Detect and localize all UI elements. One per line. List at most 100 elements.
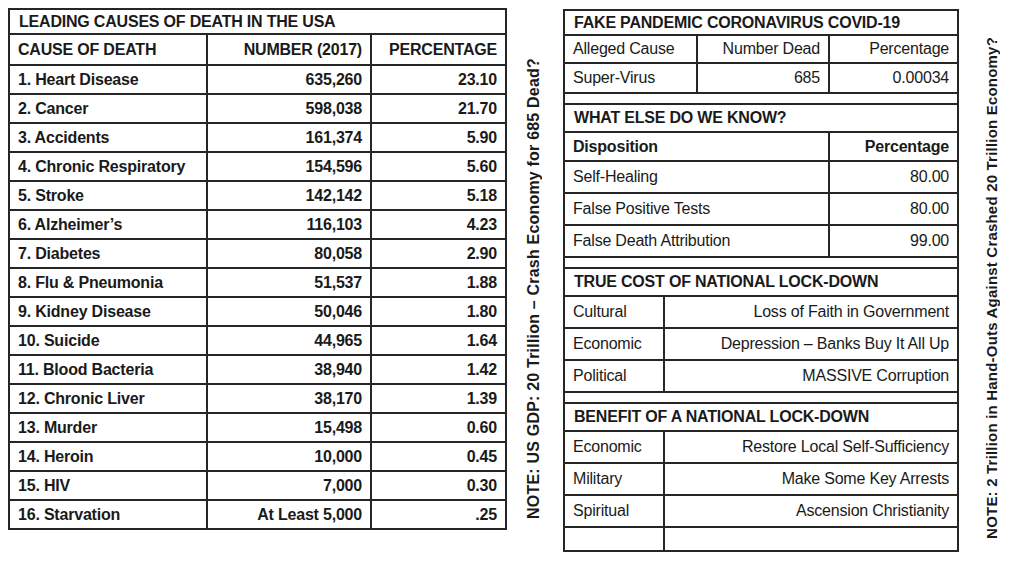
table-row: 15. HIV7,0000.30 [9,471,506,500]
percentage-cell: 99.00 [829,225,958,257]
table-row: Economic Depression – Banks Buy It All U… [564,328,958,360]
table-title-row: LEADING CAUSES OF DEATH IN THE USA [9,9,506,34]
number-cell: 635,260 [207,65,371,94]
number-cell: 51,537 [207,268,371,297]
table-row: 7. Diabetes80,0582.90 [9,239,506,268]
percentage-cell: 2.90 [371,239,506,268]
covid-title-row: FAKE PANDEMIC CORONAVIRUS COVID-19 [564,10,958,35]
domain-cell: Cultural [564,296,664,328]
handouts-note-text: NOTE: 2 Trillion in Hand-Outs Against Cr… [983,37,1000,539]
cause-cell: 15. HIV [9,471,207,500]
cause-cell: 10. Suicide [9,326,207,355]
percentage-cell: 5.18 [371,181,506,210]
domain-cell: Economic [564,328,664,360]
disposition-cell: False Positive Tests [564,193,829,225]
percentage-cell: 80.00 [829,193,958,225]
percentage-cell: 0.60 [371,413,506,442]
impact-cell: Restore Local Self-Sufficiency [664,431,958,463]
number-cell: 142,142 [207,181,371,210]
spacer-cell [564,257,958,268]
domain-cell: Political [564,360,664,392]
impact-cell: Depression – Banks Buy It All Up [664,328,958,360]
cause-cell: 6. Alzheimer’s [9,210,207,239]
table-row: 9. Kidney Disease50,0461.80 [9,297,506,326]
percentage-cell: 5.90 [371,123,506,152]
spacer-cell [564,392,958,403]
table-row: Super-Virus 685 0.00034 [564,63,958,93]
number-cell: 44,965 [207,326,371,355]
table-row: Economic Restore Local Self-Sufficiency [564,431,958,463]
table-row: 10. Suicide44,9651.64 [9,326,506,355]
percentage-cell: 1.80 [371,297,506,326]
number-cell: 598,038 [207,94,371,123]
table-row: 3. Accidents161,3745.90 [9,123,506,152]
table-row: 8. Flu & Pneumonia51,5371.88 [9,268,506,297]
number-cell: 7,000 [207,471,371,500]
col-header-number: NUMBER (2017) [207,34,371,65]
col-header-percentage: PERCENTAGE [371,34,506,65]
table-row: 14. Heroin10,0000.45 [9,442,506,471]
percentage-cell: 1.39 [371,384,506,413]
cause-cell: 7. Diabetes [9,239,207,268]
table-row: 4. Chronic Respiratory154,5965.60 [9,152,506,181]
cause-cell: 8. Flu & Pneumonia [9,268,207,297]
cost-title-row: TRUE COST OF NATIONAL LOCK-DOWN [564,268,958,296]
number-cell: 80,058 [207,239,371,268]
table-row: 13. Murder15,4980.60 [9,413,506,442]
table-row: 12. Chronic Liver38,1701.39 [9,384,506,413]
table-row: False Positive Tests 80.00 [564,193,958,225]
know-title-row: WHAT ELSE DO WE KNOW? [564,104,958,132]
percentage-cell: 1.88 [371,268,506,297]
partial-cell [664,527,958,551]
impact-cell: Loss of Faith in Government [664,296,958,328]
covid-claims-table-stack: FAKE PANDEMIC CORONAVIRUS COVID-19 Alleg… [563,9,959,552]
percentage-cell: 5.60 [371,152,506,181]
number-cell: 38,170 [207,384,371,413]
table-row: Self-Healing 80.00 [564,161,958,193]
table-header-row: CAUSE OF DEATH NUMBER (2017) PERCENTAGE [9,34,506,65]
table-row: Military Make Some Key Arrests [564,463,958,495]
table-row: False Death Attribution 99.00 [564,225,958,257]
number-dead-cell: 685 [697,63,829,93]
cause-cell: 4. Chronic Respiratory [9,152,207,181]
cause-cell: 5. Stroke [9,181,207,210]
number-cell: 154,596 [207,152,371,181]
cause-cell: 2. Cancer [9,94,207,123]
cause-cell: 3. Accidents [9,123,207,152]
col-header-cause: CAUSE OF DEATH [9,34,207,65]
cause-cell: 9. Kidney Disease [9,297,207,326]
number-cell: 50,046 [207,297,371,326]
cause-cell: 13. Murder [9,413,207,442]
number-cell: 15,498 [207,413,371,442]
spacer-row [564,257,958,268]
col-header-disposition: Disposition [564,132,829,161]
cause-cell: 1. Heart Disease [9,65,207,94]
percentage-cell: 1.42 [371,355,506,384]
percentage-cell: 4.23 [371,210,506,239]
covid-header-row: Alleged Cause Number Dead Percentage [564,35,958,63]
table-row: 1. Heart Disease635,26023.10 [9,65,506,94]
table-row: 11. Blood Bacteria38,9401.42 [9,355,506,384]
col-header-number-dead: Number Dead [697,35,829,63]
partial-cell [564,527,664,551]
col-header-percentage: Percentage [829,35,958,63]
domain-cell: Economic [564,431,664,463]
number-cell: 38,940 [207,355,371,384]
table-row: Cultural Loss of Faith in Government [564,296,958,328]
spacer-cell [564,93,958,104]
handouts-note: NOTE: 2 Trillion in Hand-Outs Against Cr… [958,0,1024,576]
table-row: 2. Cancer598,03821.70 [9,94,506,123]
know-table-title: WHAT ELSE DO WE KNOW? [564,104,958,132]
spacer-row [564,392,958,403]
benefit-table-title: BENEFIT OF A NATIONAL LOCK-DOWN [564,403,958,431]
col-header-alleged-cause: Alleged Cause [564,35,697,63]
cause-cell: 14. Heroin [9,442,207,471]
percentage-cell: 0.00034 [829,63,958,93]
disposition-cell: False Death Attribution [564,225,829,257]
leading-causes-title: LEADING CAUSES OF DEATH IN THE USA [9,9,506,34]
col-header-percentage: Percentage [829,132,958,161]
covid-table-title: FAKE PANDEMIC CORONAVIRUS COVID-19 [564,10,958,35]
percentage-cell: 23.10 [371,65,506,94]
impact-cell: MASSIVE Corruption [664,360,958,392]
cause-cell: 16. Starvation [9,500,207,529]
